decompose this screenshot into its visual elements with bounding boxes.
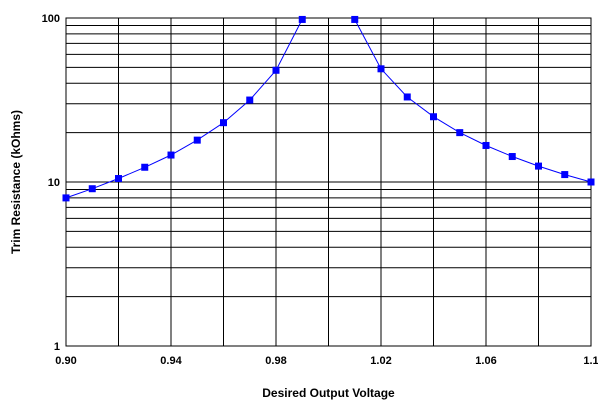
data-point-marker xyxy=(141,163,149,171)
x-tick-label: 1.1 xyxy=(583,355,598,367)
data-point-marker xyxy=(246,96,254,104)
grid-lines xyxy=(66,18,591,346)
data-point-marker xyxy=(430,113,437,121)
data-point-marker xyxy=(456,129,464,137)
y-tick-label: 1 xyxy=(54,341,60,353)
y-tick-label: 100 xyxy=(42,13,60,25)
x-tick-label: 0.94 xyxy=(160,355,182,367)
data-point-marker xyxy=(272,66,280,74)
data-point-marker xyxy=(62,194,70,202)
data-point-marker xyxy=(377,65,385,73)
data-point-marker xyxy=(115,175,122,183)
series-line xyxy=(65,19,303,199)
data-point-marker xyxy=(298,15,306,23)
x-tick-label: 1.02 xyxy=(370,355,391,367)
x-tick-label: 1.06 xyxy=(475,355,496,367)
data-point-marker xyxy=(88,185,96,193)
data-point-marker xyxy=(508,153,516,161)
series-line xyxy=(354,19,592,183)
y-axis-tick-labels: 1 10 100 xyxy=(42,13,60,353)
data-point-marker xyxy=(561,171,569,179)
data-point-marker xyxy=(167,151,175,159)
data-point-marker xyxy=(535,162,542,170)
x-axis-title: Desired Output Voltage xyxy=(262,386,395,400)
x-tick-label: 0.98 xyxy=(265,355,286,367)
x-axis-tick-labels: 0.90 0.94 0.98 1.02 1.06 1.1 xyxy=(55,355,598,367)
series-layer xyxy=(62,15,595,202)
data-point-marker xyxy=(220,119,227,127)
data-point-marker xyxy=(482,141,490,149)
y-axis-title: Trim Resistance (kOhms) xyxy=(9,110,23,254)
data-point-marker xyxy=(193,136,201,144)
y-tick-label: 10 xyxy=(48,177,60,189)
x-tick-label: 0.90 xyxy=(55,355,76,367)
data-point-marker xyxy=(403,93,411,101)
data-point-marker xyxy=(587,178,595,186)
data-point-marker xyxy=(351,15,359,23)
